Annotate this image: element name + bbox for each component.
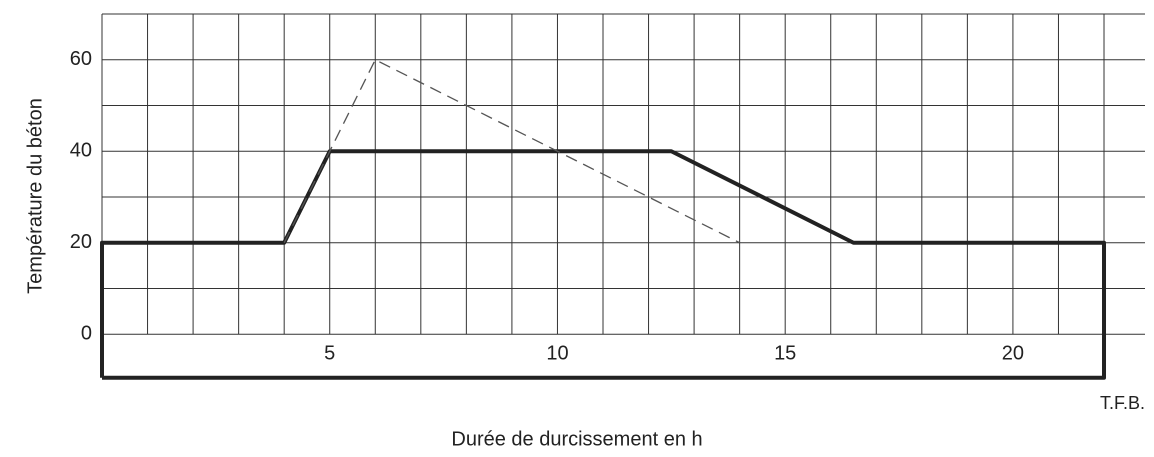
x-axis-label: Durée de durcissement en h	[451, 428, 702, 450]
y-tick-label: 0	[81, 323, 92, 345]
y-axis-label: Température du béton	[24, 98, 46, 294]
x-tick-label: 5	[324, 343, 335, 365]
x-tick-label: 15	[774, 343, 796, 365]
y-tick-label: 60	[70, 48, 92, 70]
source-note: T.F.B.	[1100, 393, 1145, 413]
x-tick-label: 10	[546, 343, 568, 365]
line-series	[283, 59, 740, 244]
line-series	[100, 149, 1107, 380]
y-tick-label: 20	[70, 231, 92, 253]
x-tick-label: 20	[1002, 343, 1024, 365]
y-tick-label: 40	[70, 140, 92, 162]
